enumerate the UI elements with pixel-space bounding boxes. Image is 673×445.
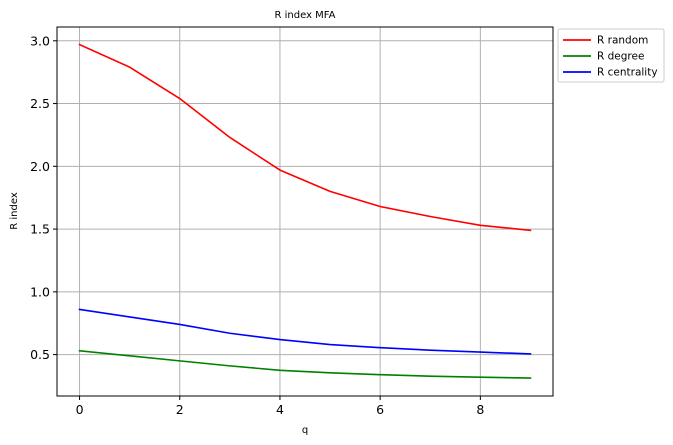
legend: R random R degree R centrality (557, 28, 665, 83)
x-tick-label: 4 (276, 402, 284, 417)
x-tick-label: 0 (76, 402, 84, 417)
series-line-r-random (78, 43, 532, 232)
y-tick-label: 0.5 (30, 347, 50, 362)
x-tick-label: 6 (376, 402, 384, 417)
legend-label-r-random: R random (597, 35, 648, 47)
plot-frame (56, 26, 554, 397)
grid-lines (57, 27, 553, 396)
legend-box (557, 28, 665, 83)
series-line-r-centrality (78, 308, 532, 355)
y-tick-label: 1.5 (30, 222, 50, 237)
x-tick-label: 2 (176, 402, 184, 417)
y-tick-label: 2.0 (30, 159, 50, 174)
y-tick-label: 2.5 (30, 96, 50, 111)
y-axis-label: R index (9, 192, 20, 230)
legend-label-r-centrality: R centrality (597, 67, 658, 79)
legend-label-r-degree: R degree (597, 51, 644, 63)
x-tick-label: 8 (476, 402, 484, 417)
chart-title: R index MFA (275, 10, 336, 21)
series-layer (78, 43, 532, 379)
y-axis: 0.5 1.0 1.5 2.0 2.5 3.0 (30, 33, 57, 362)
y-tick-label: 3.0 (30, 33, 50, 48)
x-axis: 0 2 4 6 8 (76, 396, 484, 417)
x-axis-label: q (302, 425, 308, 436)
series-line-r-degree (78, 349, 532, 379)
y-tick-label: 1.0 (30, 284, 50, 299)
